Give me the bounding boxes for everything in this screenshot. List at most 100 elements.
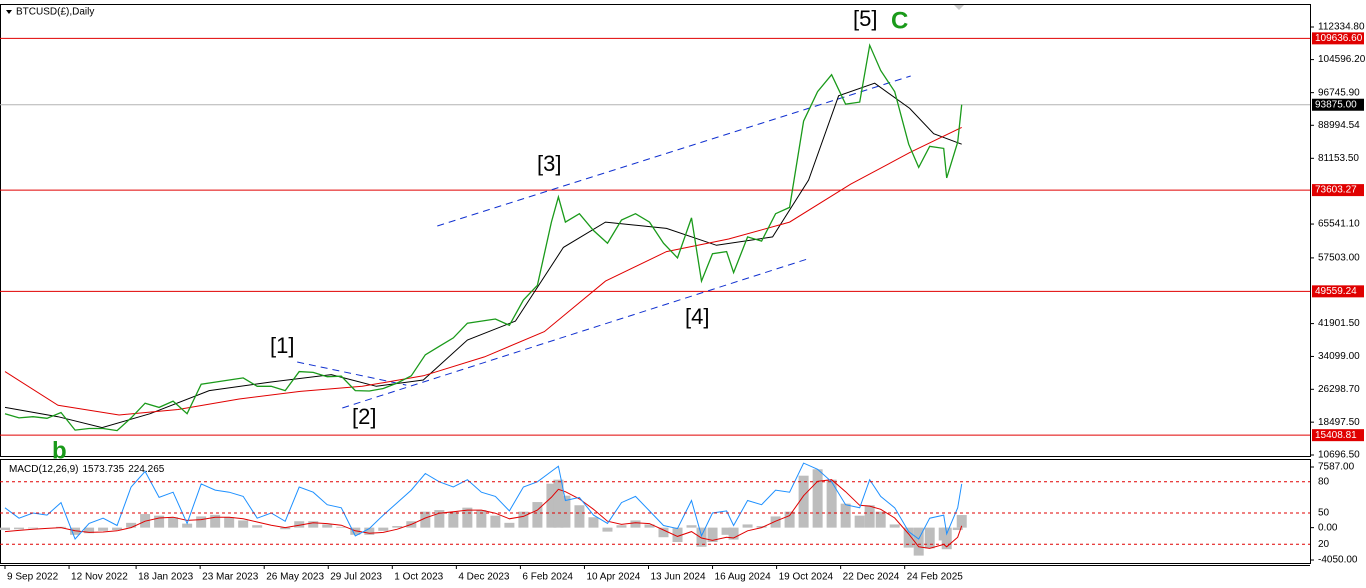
- chart-title: BTCUSD(£),Daily: [16, 7, 94, 18]
- y-tick-label: 104596.20: [1318, 54, 1366, 65]
- y-tick-label: 34099.00: [1318, 351, 1360, 362]
- x-tick-label: 13 Jun 2024: [650, 572, 705, 583]
- macd-bar: [686, 525, 697, 528]
- macd-bar: [336, 526, 347, 528]
- macd-bar: [504, 522, 515, 528]
- level-label-box: [1312, 429, 1364, 442]
- y-tick-label: 18497.50: [1318, 417, 1360, 428]
- macd-bar: [434, 510, 445, 528]
- macd-bar: [112, 527, 123, 531]
- current-price-box: [1312, 98, 1364, 111]
- macd-bar: [798, 475, 809, 528]
- trendline: [437, 75, 911, 227]
- price-line: [4, 43, 963, 432]
- x-tick-label: 19 Oct 2024: [779, 572, 834, 583]
- macd-bar: [784, 511, 795, 528]
- macd-bar: [728, 527, 739, 540]
- x-tick-label: 18 Jan 2023: [138, 572, 193, 583]
- macd-bar: [392, 526, 403, 528]
- macd-bar: [644, 524, 655, 528]
- indicator-name: MACD(12,26,9): [9, 464, 78, 475]
- macd-bar: [126, 522, 137, 528]
- level-label: 73603.27: [1315, 185, 1357, 196]
- wave-label: C: [891, 7, 908, 34]
- macd-bar: [546, 483, 557, 528]
- macd-bar: [98, 527, 109, 531]
- x-tick-label: 10 Apr 2024: [586, 572, 640, 583]
- macd-bar: [378, 527, 389, 531]
- x-tick-label: 24 Feb 2025: [907, 572, 964, 583]
- macd-bar: [28, 527, 39, 529]
- macd-bar: [532, 502, 543, 528]
- x-tick-label: 26 May 2023: [266, 572, 324, 583]
- macd-bar: [616, 525, 627, 528]
- y-tick-label: 88994.54: [1318, 120, 1360, 131]
- macd-bar: [574, 505, 585, 528]
- level-label-box: [1312, 32, 1364, 45]
- wave-label: [5]: [853, 6, 877, 31]
- macd-bar: [196, 516, 207, 528]
- macd-bar: [84, 527, 95, 534]
- menu-arrow[interactable]: [6, 10, 12, 14]
- current-price-label: 93875.00: [1315, 99, 1357, 110]
- macd-bar: [696, 527, 707, 547]
- macd-bar: [721, 527, 732, 535]
- macd-bar: [913, 527, 924, 556]
- indicator-title: MACD(12,26,9) 1573.735 224.265: [9, 464, 165, 475]
- y-tick-label: 81153.50: [1318, 153, 1359, 164]
- level-label: 109636.60: [1315, 33, 1363, 44]
- macd-bar: [476, 510, 487, 528]
- x-tick-label: 9 Sep 2022: [7, 572, 59, 583]
- x-tick-label: 1 Oct 2023: [394, 572, 443, 583]
- macd-tick-label: 0.00: [1318, 522, 1338, 533]
- x-tick-label: 29 Jul 2023: [330, 572, 382, 583]
- wave-label: [3]: [537, 151, 561, 176]
- wave-label: b: [52, 437, 67, 464]
- macd-bar: [448, 511, 459, 528]
- macd-bar: [742, 524, 753, 528]
- macd-bar: [560, 495, 571, 528]
- x-tick-label: 4 Dec 2023: [458, 572, 510, 583]
- wave-label: [4]: [685, 304, 709, 329]
- indicator-signal: 224.265: [128, 464, 165, 475]
- macd-tick-label: 7587.00: [1318, 462, 1355, 473]
- macd-bar: [462, 507, 473, 528]
- level-label-box: [1312, 285, 1364, 298]
- oscillator-tick-label: 80: [1318, 476, 1330, 487]
- macd-bar: [840, 503, 851, 528]
- macd-bar: [322, 524, 333, 528]
- macd-pane-frame: [0, 459, 1311, 564]
- x-tick-label: 12 Nov 2022: [71, 572, 128, 583]
- macd-bar: [252, 525, 263, 528]
- macd-bar: [770, 516, 781, 528]
- y-tick-label: 112334.80: [1318, 22, 1365, 33]
- macd-bar: [956, 515, 967, 528]
- macd-bar: [210, 514, 221, 528]
- macd-bar: [14, 527, 25, 530]
- macd-bar: [182, 523, 193, 528]
- trendline: [297, 361, 407, 386]
- macd-bar: [952, 527, 963, 531]
- macd-bar: [812, 469, 823, 528]
- macd-bar: [490, 515, 501, 528]
- macd-bar: [154, 515, 165, 528]
- macd-tick-label: -4050.00: [1318, 555, 1358, 566]
- macd-bar: [308, 521, 319, 528]
- macd-bar: [756, 526, 767, 528]
- moving-average: [4, 126, 962, 416]
- macd-bar: [294, 521, 305, 528]
- macd-bar: [588, 517, 599, 528]
- y-tick-label: 96745.90: [1318, 87, 1360, 98]
- macd-bar: [672, 527, 683, 543]
- wave-label: [1]: [270, 333, 294, 358]
- level-label: 15408.81: [1315, 430, 1357, 441]
- macd-bar: [941, 527, 952, 550]
- macd-bar: [238, 520, 249, 528]
- x-tick-label: 6 Feb 2024: [522, 572, 573, 583]
- macd-bar: [364, 527, 375, 535]
- macd-bar: [630, 520, 641, 528]
- macd-bar: [658, 527, 669, 538]
